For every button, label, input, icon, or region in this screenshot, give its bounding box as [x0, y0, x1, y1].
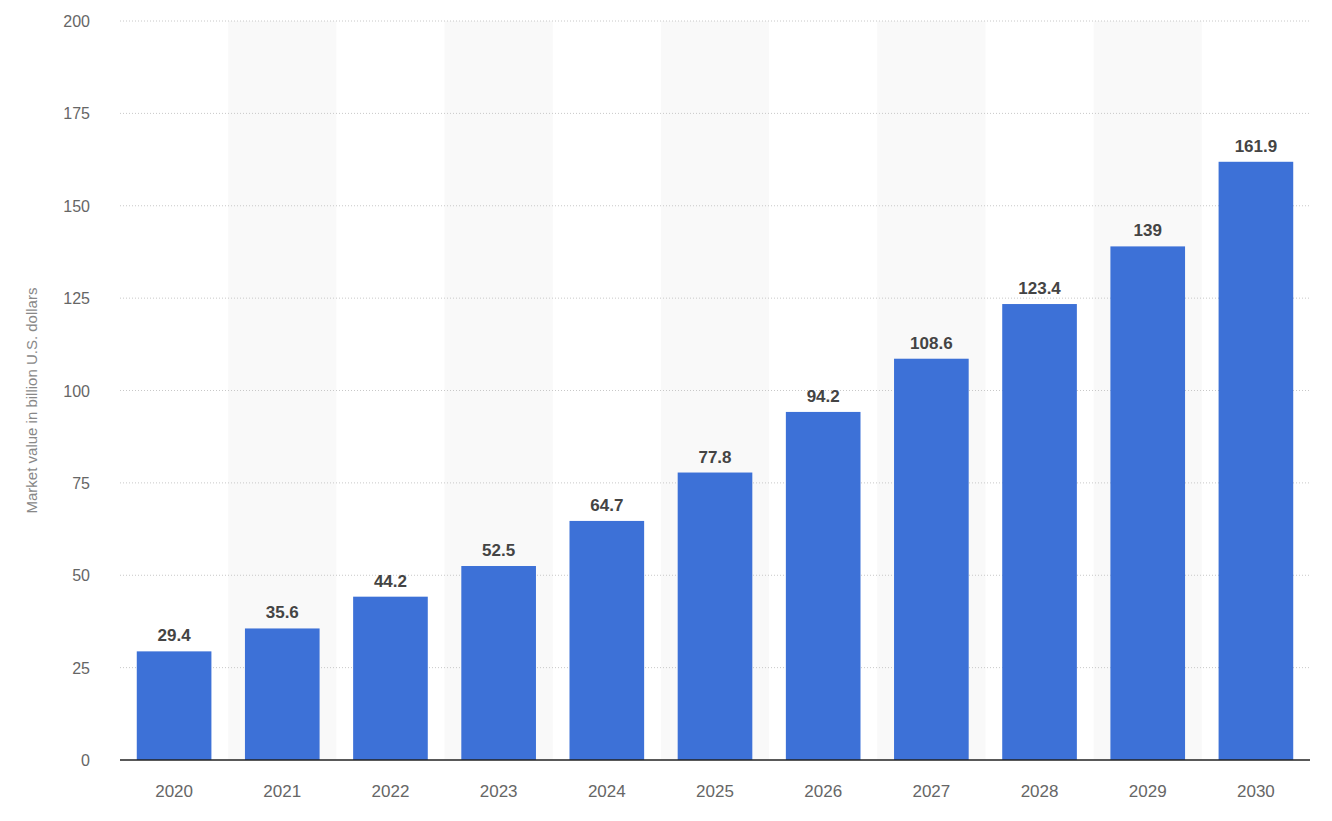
- x-tick-label: 2022: [372, 782, 410, 801]
- bar: [461, 566, 536, 760]
- data-label: 94.2: [807, 387, 840, 406]
- y-tick-label: 25: [72, 660, 90, 677]
- x-tick-label: 2027: [912, 782, 950, 801]
- y-tick-label: 125: [63, 290, 90, 307]
- x-tick-label: 2023: [480, 782, 518, 801]
- bar: [786, 412, 861, 760]
- grid-line: [120, 21, 1310, 22]
- bar: [569, 521, 644, 760]
- x-tick-label: 2021: [263, 782, 301, 801]
- data-label: 29.4: [158, 626, 192, 645]
- x-tick-label: 2030: [1237, 782, 1275, 801]
- data-label: 44.2: [374, 572, 407, 591]
- x-tick-label: 2020: [155, 782, 193, 801]
- x-tick-label: 2026: [804, 782, 842, 801]
- y-tick-label: 175: [63, 105, 90, 122]
- y-tick-label: 100: [63, 383, 90, 400]
- y-tick-label: 50: [72, 567, 90, 584]
- y-tick-label: 200: [63, 13, 90, 30]
- grid-line: [120, 205, 1310, 206]
- y-axis-label: Market value in billion U.S. dollars: [23, 288, 40, 514]
- x-axis-line: [120, 759, 1310, 761]
- bar: [1110, 246, 1185, 760]
- chart-svg: 0 25 50 75 100 125 150 175 200 Market value in bi…: [0, 0, 1332, 821]
- bar: [1002, 304, 1077, 760]
- data-label: 52.5: [482, 541, 515, 560]
- grid-line: [120, 113, 1310, 114]
- bar: [1219, 162, 1294, 760]
- chart-container: 0 25 50 75 100 125 150 175 200 Market value in bi…: [0, 0, 1332, 821]
- x-tick-label: 2029: [1129, 782, 1167, 801]
- data-label: 123.4: [1018, 279, 1061, 298]
- data-label: 161.9: [1235, 137, 1278, 156]
- data-label: 64.7: [590, 496, 623, 515]
- x-tick-label: 2024: [588, 782, 626, 801]
- bar: [353, 597, 428, 760]
- x-tick-label: 2028: [1021, 782, 1059, 801]
- x-tick-label: 2025: [696, 782, 734, 801]
- bar: [245, 628, 320, 760]
- bar: [894, 359, 969, 760]
- data-label: 139: [1134, 221, 1162, 240]
- data-label: 35.6: [266, 603, 299, 622]
- bars: [137, 162, 1293, 760]
- bar: [137, 651, 212, 760]
- data-label: 108.6: [910, 334, 953, 353]
- y-tick-label: 0: [81, 752, 90, 769]
- bar: [678, 473, 753, 760]
- data-label: 77.8: [698, 448, 731, 467]
- y-tick-label: 75: [72, 475, 90, 492]
- y-tick-label: 150: [63, 198, 90, 215]
